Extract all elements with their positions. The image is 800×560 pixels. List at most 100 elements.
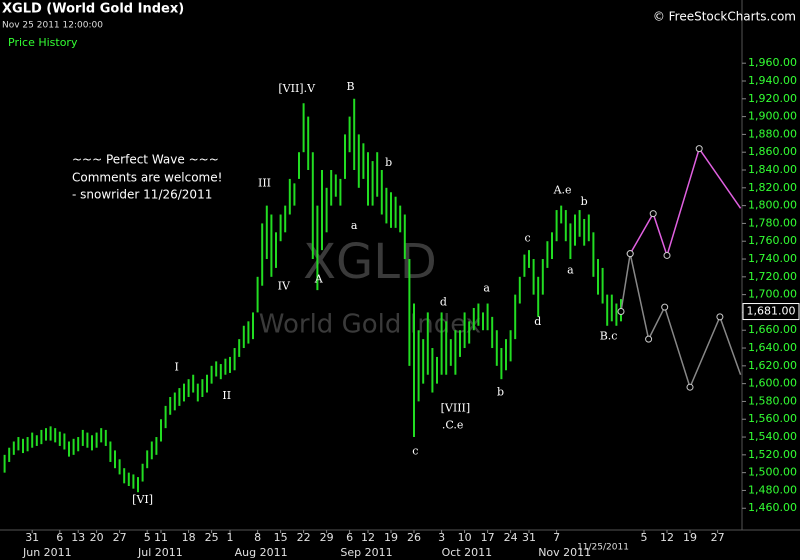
wave-label: b — [497, 386, 504, 399]
y-tick-label: 1,800.00 — [748, 199, 797, 212]
wave-label: [VI] — [132, 493, 153, 506]
y-tick-label: 1,940.00 — [748, 74, 797, 87]
comment: Comments are welcome! — [72, 171, 222, 185]
x-tick-label: 25 — [205, 531, 219, 544]
projection-point — [649, 210, 657, 218]
x-tick-label: 18 — [182, 531, 196, 544]
projection-point — [626, 250, 634, 258]
panel-label: Price History — [8, 36, 78, 49]
wave-label: c — [412, 444, 418, 457]
x-tick-label: 27 — [711, 531, 725, 544]
projection-point — [617, 308, 625, 316]
x-tick-label: 19 — [683, 531, 697, 544]
x-tick-label: 19 — [384, 531, 398, 544]
month-label: Sep 2011 — [340, 546, 392, 559]
y-tick-label: 1,780.00 — [748, 216, 797, 229]
cursor-date: 11/25/2011 — [577, 543, 629, 553]
x-tick-label: 8 — [254, 531, 261, 544]
wave-label: B — [346, 80, 354, 93]
wave-label: IV — [278, 280, 291, 293]
wave-label: d — [534, 315, 541, 328]
month-label: Oct 2011 — [442, 546, 493, 559]
wave-label: I — [174, 361, 178, 374]
watermark-name: World Gold Index — [259, 310, 481, 340]
wave-label: a — [567, 264, 574, 277]
wave-label: a — [351, 219, 358, 232]
x-tick-label: 29 — [320, 531, 334, 544]
y-tick-label: 1,840.00 — [748, 163, 797, 176]
month-label: Jul 2011 — [137, 546, 183, 559]
x-tick-label: 5 — [641, 531, 648, 544]
title: XGLD (World Gold Index) — [2, 2, 184, 17]
x-tick-label: 22 — [297, 531, 311, 544]
x-tick-label: 27 — [113, 531, 127, 544]
wave-label: .C.e — [442, 418, 464, 431]
projection-point — [645, 335, 653, 343]
y-tick-label: 1,880.00 — [748, 127, 797, 140]
wave-label: II — [222, 389, 231, 402]
y-tick-label: 1,600.00 — [748, 377, 797, 390]
y-tick-label: 1,720.00 — [748, 270, 797, 283]
projection-point — [716, 313, 724, 321]
y-tick-label: 1,900.00 — [748, 110, 797, 123]
month-label: Jun 2011 — [22, 546, 72, 559]
x-tick-label: 31 — [25, 531, 39, 544]
last-price-box — [742, 303, 800, 321]
wave-label: B.c — [600, 329, 618, 342]
x-tick-label: 7 — [553, 531, 560, 544]
x-tick-label: 24 — [504, 531, 518, 544]
y-tick-label: 1,460.00 — [748, 501, 797, 514]
y-tick-label: 1,700.00 — [748, 288, 797, 301]
y-tick-label: 1,500.00 — [748, 466, 797, 479]
projection-point — [661, 303, 669, 311]
y-tick-label: 1,480.00 — [748, 483, 797, 496]
comment: - snowrider 11/26/2011 — [72, 188, 212, 202]
x-tick-label: 6 — [56, 531, 63, 544]
timestamp: Nov 25 2011 12:00:00 — [2, 21, 103, 31]
wave-label: [VIII] — [441, 402, 471, 415]
comment: ~~~ Perfect Wave ~~~ — [72, 153, 219, 167]
y-tick-label: 1,640.00 — [748, 341, 797, 354]
x-tick-label: 13 — [71, 531, 85, 544]
x-tick-label: 15 — [274, 531, 288, 544]
wave-label: A.e — [553, 183, 572, 196]
y-tick-label: 1,860.00 — [748, 145, 797, 158]
y-tick-label: 1,580.00 — [748, 394, 797, 407]
y-tick-label: 1,920.00 — [748, 92, 797, 105]
y-tick-label: 1,760.00 — [748, 234, 797, 247]
x-tick-label: 12 — [361, 531, 375, 544]
wave-label: III — [258, 176, 271, 189]
wave-label: c — [525, 232, 531, 245]
x-tick-label: 31 — [522, 531, 536, 544]
wave-label: b — [385, 156, 392, 169]
y-tick-label: 1,620.00 — [748, 359, 797, 372]
month-label: Aug 2011 — [235, 546, 288, 559]
watermark-symbol: XGLD — [303, 234, 437, 290]
x-tick-label: 11 — [154, 531, 168, 544]
wave-label: d — [440, 296, 447, 309]
last-price-label: 1,681.00 — [747, 305, 796, 318]
wave-label: [VII].V — [278, 82, 316, 95]
brand: © FreeStockCharts.com — [653, 10, 796, 24]
month-label: Nov 2011 — [538, 546, 591, 559]
x-tick-label: 17 — [481, 531, 495, 544]
x-tick-label: 1 — [227, 531, 234, 544]
x-tick-label: 3 — [438, 531, 445, 544]
wave-label: a — [483, 281, 490, 294]
x-tick-label: 20 — [90, 531, 104, 544]
wave-label: A — [314, 272, 324, 285]
projection-point — [663, 251, 671, 259]
x-tick-label: 12 — [660, 531, 674, 544]
projection-point — [695, 145, 703, 153]
y-tick-label: 1,740.00 — [748, 252, 797, 265]
x-tick-label: 6 — [346, 531, 353, 544]
projection-point — [686, 383, 694, 391]
x-tick-label: 10 — [458, 531, 472, 544]
y-tick-label: 1,820.00 — [748, 181, 797, 194]
y-tick-label: 1,560.00 — [748, 412, 797, 425]
y-tick-label: 1,660.00 — [748, 323, 797, 336]
y-tick-label: 1,540.00 — [748, 430, 797, 443]
wave-label: b — [581, 195, 588, 208]
x-tick-label: 26 — [407, 531, 421, 544]
